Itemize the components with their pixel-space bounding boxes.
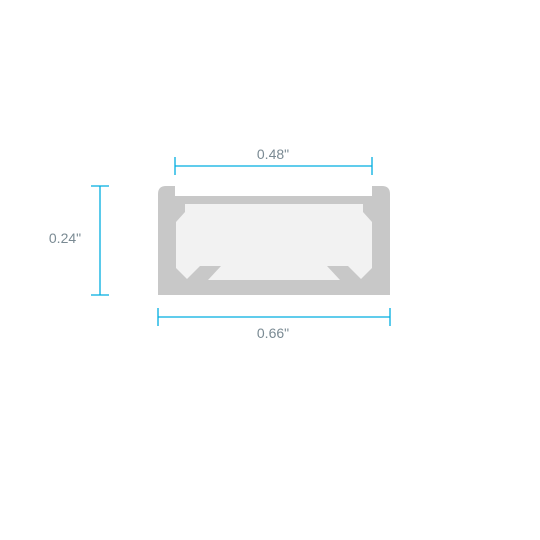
label-bottom-width: 0.66" — [237, 325, 309, 341]
diagram-stage: 0.48" 0.24" 0.66" — [0, 0, 540, 540]
profile-extrusion — [158, 186, 390, 295]
diagram-svg — [0, 0, 540, 540]
label-top-width: 0.48" — [237, 146, 309, 162]
label-height: 0.24" — [35, 230, 95, 246]
